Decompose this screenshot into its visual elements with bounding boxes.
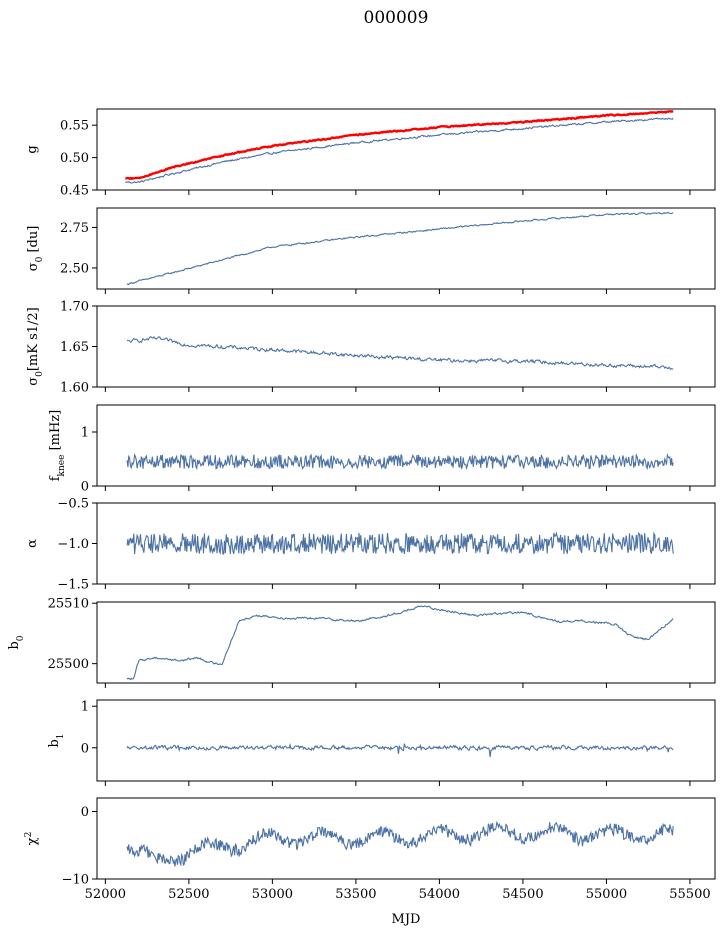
y-tick-label: 0 xyxy=(81,480,89,495)
y-tick-label: 0 xyxy=(81,741,89,756)
x-tick-label: 52500 xyxy=(168,887,209,902)
y-tick-label: −1.5 xyxy=(57,578,89,593)
axes-frame xyxy=(96,207,716,290)
y-tick-label: 0.55 xyxy=(60,119,89,134)
y-tick-label: 0.45 xyxy=(60,184,89,199)
y-tick-label: 2.75 xyxy=(60,221,89,236)
y-tick-label: −0.5 xyxy=(57,497,89,512)
x-tick-label: 54000 xyxy=(419,887,460,902)
axes-frame xyxy=(96,108,716,191)
y-tick-label: 1.65 xyxy=(60,340,89,355)
y-tick-label: 2.50 xyxy=(60,261,89,276)
series-line-b0-data xyxy=(126,605,674,681)
series-line-g-reference xyxy=(125,109,674,181)
figure-title: 000009 xyxy=(364,8,429,28)
x-tick-label: 54500 xyxy=(502,887,543,902)
y-axis-label-b1: b1 xyxy=(47,733,66,747)
x-tick-label: 55500 xyxy=(669,887,710,902)
panel-chi2: −10 0 52000 52500 53000 53500 54000 54500 55000 5… xyxy=(24,797,716,902)
y-axis-label-fknee: fknee [mHz] xyxy=(48,410,67,482)
y-tick-label: 1 xyxy=(81,700,89,715)
y-axis-label-b0: b0 xyxy=(7,635,26,649)
x-tick-label: 53500 xyxy=(335,887,376,902)
panel-alpha: −1.5 −1.0 −0.5 α xyxy=(25,497,716,593)
axes-frame xyxy=(96,699,716,782)
y-tick-label: 0.50 xyxy=(60,151,89,166)
y-tick-label: 25510 xyxy=(48,597,89,612)
x-tick-label: 55000 xyxy=(586,887,627,902)
panel-b1: 0 1 b1 xyxy=(47,699,716,786)
x-tick-label: 53000 xyxy=(252,887,293,902)
y-tick-label: 25500 xyxy=(48,657,89,672)
y-axis-label-sigma0_mk: σ0[mK s1/2] xyxy=(26,307,45,386)
series-line-chi2-data xyxy=(126,821,674,867)
y-tick-label: 1 xyxy=(81,426,89,441)
x-tick-label: 52000 xyxy=(85,887,126,902)
series-line-g-data xyxy=(125,117,674,184)
y-tick-label: 1.60 xyxy=(60,381,89,396)
series-line-alpha-data xyxy=(126,531,674,556)
panels: 0.45 0.50 0.55 g 2.50 2.75 σ0 [du] 1.60 1.65 1.70… xyxy=(7,108,716,902)
series-line-sigma0_mk-data xyxy=(126,335,674,371)
y-axis-label-chi2: χ2 xyxy=(24,832,40,846)
panel-b0: 25500 25510 b0 xyxy=(7,597,716,688)
series-line-sigma0_du-data xyxy=(126,211,674,285)
y-tick-label: 0 xyxy=(81,805,89,820)
y-axis-label-g: g xyxy=(25,145,40,153)
y-tick-label: −1.0 xyxy=(57,537,89,552)
y-axis-label-sigma0_du: σ0 [du] xyxy=(26,226,45,272)
y-tick-label: −10 xyxy=(62,873,89,888)
panel-g: 0.45 0.50 0.55 g xyxy=(25,108,716,199)
axes-frame xyxy=(96,601,716,684)
x-axis-label: MJD xyxy=(392,912,421,927)
y-axis-label-alpha: α xyxy=(25,539,40,548)
panel-sigma0_du: 2.50 2.75 σ0 [du] xyxy=(26,207,716,294)
axes-frame xyxy=(96,404,716,487)
series-line-fknee-data xyxy=(126,452,674,471)
panel-sigma0_mk: 1.60 1.65 1.70 σ0[mK s1/2] xyxy=(26,300,716,396)
panel-fknee: 0 1 fknee [mHz] xyxy=(48,404,716,495)
y-tick-label: 1.70 xyxy=(60,300,89,315)
axes-frame xyxy=(96,797,716,880)
series-line-b1-data xyxy=(126,742,674,758)
